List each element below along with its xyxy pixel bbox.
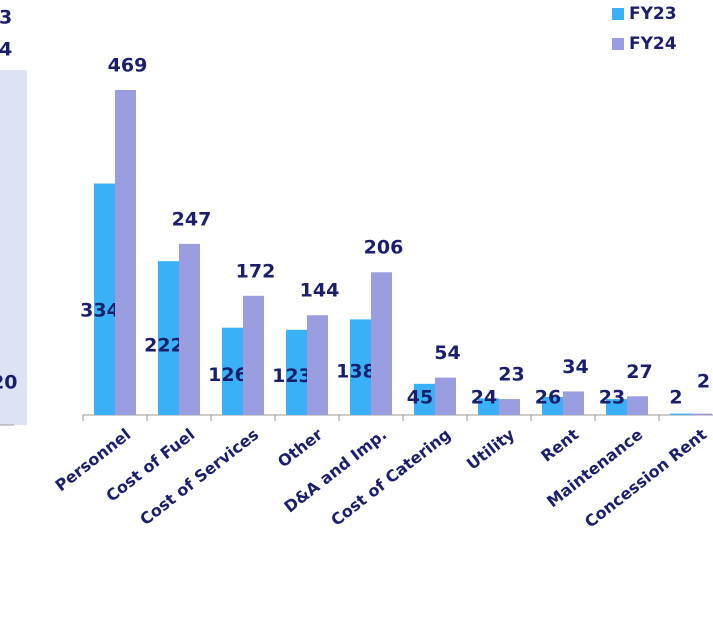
side-text: 20 <box>0 372 17 394</box>
bar <box>222 327 243 415</box>
bar <box>627 396 648 415</box>
bar <box>691 413 712 415</box>
data-label: 23 <box>498 364 524 386</box>
data-label: 138 <box>336 360 376 382</box>
side-panel <box>0 70 27 425</box>
bar <box>307 315 328 415</box>
bar <box>115 90 136 415</box>
x-tick-label: Concession Rent <box>581 425 711 532</box>
bar <box>158 261 179 415</box>
bar <box>563 391 584 415</box>
data-label: 334 <box>80 299 120 321</box>
bar <box>414 383 435 415</box>
legend-label: FY23 <box>629 4 677 24</box>
side-text: 4 <box>0 39 12 61</box>
x-tick-label: Rent <box>537 425 582 466</box>
bar <box>435 377 456 415</box>
x-tick-label: Utility <box>463 424 519 473</box>
data-label: 26 <box>535 387 561 409</box>
bar <box>350 319 371 415</box>
data-label: 34 <box>562 356 588 378</box>
bar <box>243 295 264 415</box>
data-label: 206 <box>364 237 404 259</box>
data-label: 126 <box>208 364 248 386</box>
data-label: 2 <box>669 387 682 409</box>
data-label: 23 <box>599 387 625 409</box>
legend-label: FY24 <box>629 34 677 54</box>
x-tick-label: Cost of Catering <box>327 425 454 530</box>
x-tick-label: Other <box>274 425 326 472</box>
bar <box>542 396 563 415</box>
data-label: 247 <box>172 208 212 230</box>
bar <box>286 329 307 415</box>
data-label: 2 <box>697 371 710 393</box>
data-label: 469 <box>108 55 148 77</box>
legend-swatch <box>612 38 624 50</box>
data-label: 45 <box>407 387 433 409</box>
data-label: 54 <box>434 342 460 364</box>
data-label: 24 <box>471 387 497 409</box>
legend-swatch <box>612 8 624 20</box>
x-tick-label: Cost of Services <box>136 425 262 529</box>
bar <box>94 183 115 415</box>
bar <box>606 399 627 415</box>
bar <box>478 398 499 415</box>
data-label: 172 <box>236 260 276 282</box>
data-label: 27 <box>626 361 652 383</box>
bar <box>371 272 392 415</box>
data-label: 144 <box>300 280 340 302</box>
bar <box>670 413 691 415</box>
side-text: 3 <box>0 7 12 29</box>
bar <box>179 243 200 415</box>
data-label: 123 <box>272 365 312 387</box>
bar <box>499 399 520 415</box>
data-label: 222 <box>144 334 184 356</box>
